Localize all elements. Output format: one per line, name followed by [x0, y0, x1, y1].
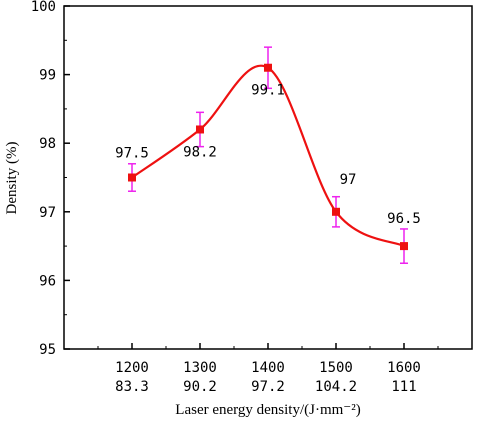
x-tick-label: 1600: [387, 360, 421, 376]
error-bars: [128, 46, 408, 264]
x-tick-label: 1200: [115, 360, 149, 376]
data-value-label: 97.5: [115, 146, 149, 162]
data-value-label: 98.2: [183, 144, 217, 160]
y-tick-label: 98: [39, 136, 56, 152]
y-tick-label: 95: [39, 342, 56, 358]
x-tick-label-secondary: 111: [391, 379, 416, 395]
y-tick-label: 99: [39, 68, 56, 84]
x-axis-title: Laser energy density/(J·mm⁻²): [175, 402, 360, 418]
data-value-label: 96.5: [387, 211, 421, 227]
x-tick-label: 1400: [251, 360, 285, 376]
y-tick-label: 100: [31, 0, 56, 15]
data-point-marker: [332, 207, 340, 216]
x-tick-label-secondary: 104.2: [315, 379, 357, 395]
y-tick-label: 96: [39, 273, 56, 289]
x-tick-label-secondary: 97.2: [251, 379, 285, 395]
data-point-marker: [196, 125, 204, 134]
y-tick-label: 97: [39, 205, 56, 221]
y-axis: 95 96 97 98 99 100: [31, 0, 70, 358]
data-point-marker: [264, 63, 272, 72]
x-tick-label: 1300: [183, 360, 217, 376]
y-axis-title: Density (%): [4, 142, 20, 215]
data-labels: 97.5 98.2 99.1 97 96.5: [115, 83, 421, 227]
data-point-marker: [128, 173, 136, 182]
x-axis: 1200 83.3 1300 90.2 1400 97.2 1500 104.2 1600 111: [97, 343, 439, 395]
x-tick-label-secondary: 90.2: [183, 379, 217, 395]
data-value-label: 97: [340, 172, 357, 188]
x-tick-label: 1500: [319, 360, 353, 376]
data-markers: [128, 63, 408, 251]
data-point-marker: [400, 242, 408, 251]
data-value-label: 99.1: [251, 83, 285, 99]
x-tick-label-secondary: 83.3: [115, 379, 149, 395]
